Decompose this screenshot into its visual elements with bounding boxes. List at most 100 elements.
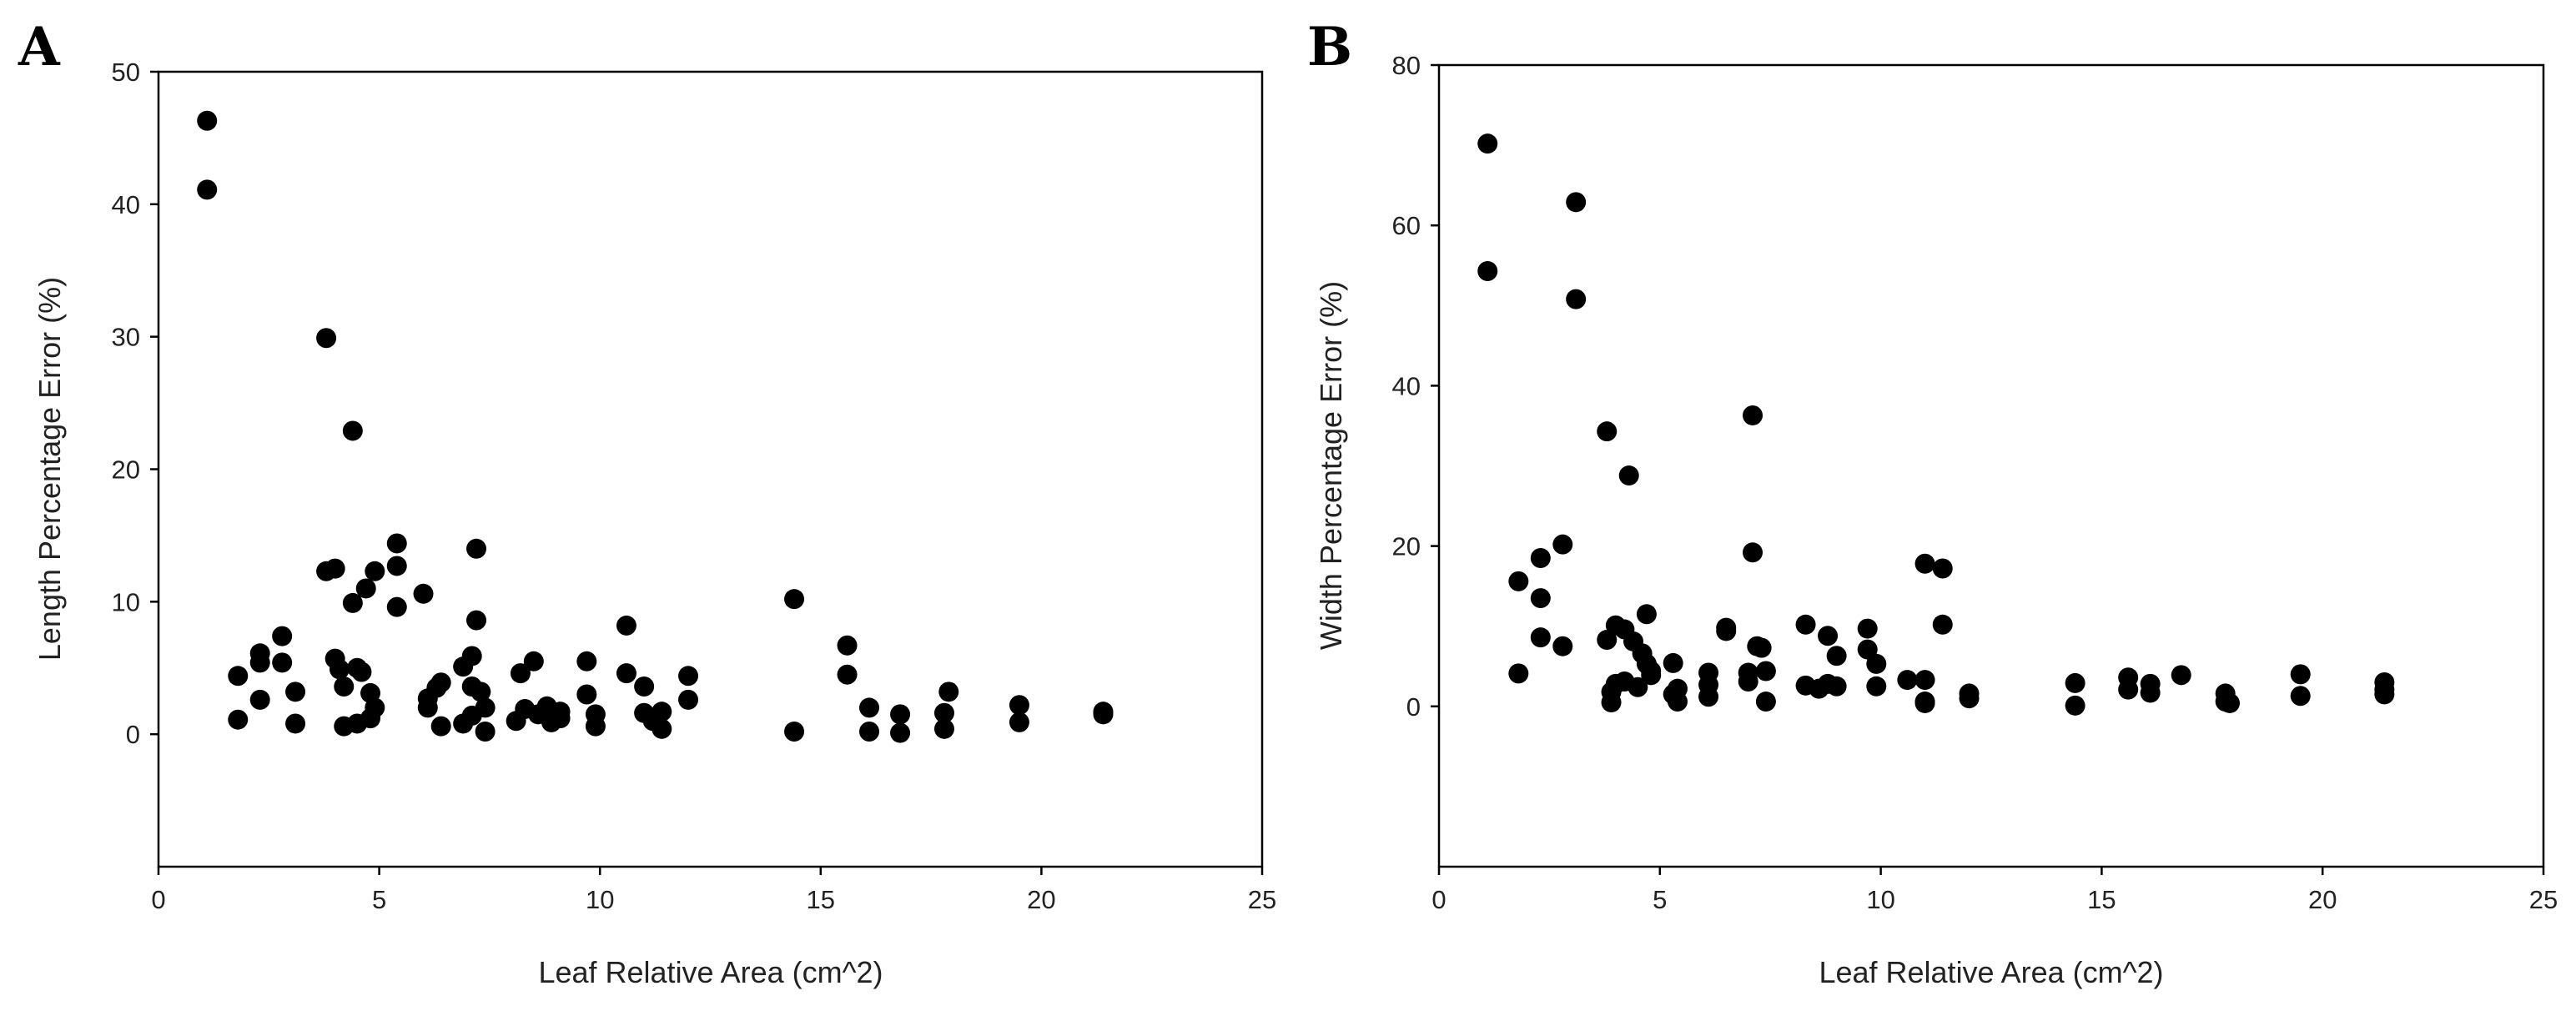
x-tick-label: 5 xyxy=(1653,885,1667,914)
data-point xyxy=(2171,665,2191,686)
data-point xyxy=(461,646,482,666)
data-point xyxy=(466,610,487,631)
data-point xyxy=(1826,676,1847,697)
y-tick-label: 40 xyxy=(1392,371,1421,400)
x-axis-title-b: Leaf Relative Area (cm^2) xyxy=(1819,955,2163,989)
data-point xyxy=(859,721,880,742)
data-point xyxy=(475,721,496,742)
data-point xyxy=(1009,695,1029,716)
data-point xyxy=(1597,630,1618,651)
x-tick-label: 15 xyxy=(2087,885,2116,914)
data-point xyxy=(355,578,376,599)
y-tick-label: 0 xyxy=(126,720,140,749)
data-point xyxy=(351,661,372,682)
data-point xyxy=(1932,558,1953,579)
data-point xyxy=(1530,548,1551,569)
data-point xyxy=(1743,405,1763,425)
x-tick-label: 25 xyxy=(1248,885,1276,914)
data-point xyxy=(1818,626,1839,646)
data-point xyxy=(197,110,218,131)
data-point xyxy=(859,697,880,718)
data-point xyxy=(510,663,531,684)
y-tick-label: 10 xyxy=(112,587,140,616)
data-point xyxy=(417,697,438,718)
data-point xyxy=(413,583,434,604)
y-tick-label: 20 xyxy=(1392,532,1421,561)
data-point xyxy=(1866,676,1887,697)
data-point xyxy=(784,589,805,610)
data-point xyxy=(1914,553,1935,574)
data-point xyxy=(325,558,345,579)
data-point xyxy=(316,328,337,349)
data-point xyxy=(1857,618,1878,639)
data-point xyxy=(1716,621,1737,641)
data-point xyxy=(1755,692,1776,712)
data-point xyxy=(1755,661,1776,682)
data-point xyxy=(228,666,249,687)
data-point xyxy=(837,635,858,656)
data-point xyxy=(890,722,911,743)
data-point xyxy=(342,420,363,441)
x-tick-label: 15 xyxy=(807,885,835,914)
plot-frame-a xyxy=(157,70,1264,868)
y-axis-title-a: Length Percentage Error (%) xyxy=(33,277,67,661)
data-point xyxy=(249,689,270,710)
data-point xyxy=(475,697,496,718)
data-point xyxy=(1667,692,1688,712)
data-point xyxy=(470,682,491,702)
panel-label-a: A xyxy=(18,16,61,78)
data-point xyxy=(272,652,293,673)
data-point xyxy=(1566,192,1587,213)
plot-frame-b xyxy=(1437,63,2545,868)
data-point xyxy=(678,666,699,687)
data-point xyxy=(386,596,407,617)
data-point xyxy=(1826,646,1847,666)
x-tick-label: 0 xyxy=(1431,885,1446,914)
x-tick-label: 20 xyxy=(1027,885,1055,914)
data-point xyxy=(1508,571,1529,591)
y-tick-label: 0 xyxy=(1406,692,1421,722)
data-point xyxy=(2290,664,2311,685)
data-point xyxy=(228,709,249,730)
data-point xyxy=(652,702,672,722)
data-point xyxy=(933,718,954,739)
data-point xyxy=(1636,604,1657,625)
data-point xyxy=(616,663,636,684)
x-tick-label: 25 xyxy=(2529,885,2558,914)
scatter-points-a xyxy=(197,110,1114,743)
data-point xyxy=(1508,663,1529,684)
data-point xyxy=(837,664,858,685)
y-tick-label: 80 xyxy=(1392,51,1421,80)
y-tick-label: 60 xyxy=(1392,211,1421,240)
data-point xyxy=(1618,465,1639,486)
x-tick-label: 20 xyxy=(2308,885,2337,914)
data-point xyxy=(386,533,407,554)
data-point xyxy=(2065,695,2085,716)
data-point xyxy=(342,592,363,613)
data-point xyxy=(585,716,606,737)
data-point xyxy=(272,626,293,646)
y-tick-label: 20 xyxy=(112,455,140,485)
data-point xyxy=(1477,133,1498,154)
x-tick-label: 5 xyxy=(372,885,386,914)
data-point xyxy=(2219,692,2240,713)
data-point xyxy=(1601,692,1622,712)
data-point xyxy=(1914,692,1935,713)
x-tick-label: 10 xyxy=(1866,885,1894,914)
scatter-points-b xyxy=(1477,133,2395,716)
data-point xyxy=(1932,614,1953,635)
data-point xyxy=(1566,289,1587,309)
data-point xyxy=(365,561,385,581)
panel-a-scatter-chart: A 0 5 10 15 20 25 0 10 20 30 40 50 Leaf Relative Ar… xyxy=(18,16,1276,989)
data-point xyxy=(1641,665,1662,686)
data-point xyxy=(1743,542,1763,563)
data-point xyxy=(1552,534,1573,555)
data-point xyxy=(784,721,805,742)
data-point xyxy=(430,672,451,693)
x-axis-title-a: Leaf Relative Area (cm^2) xyxy=(538,955,883,989)
data-point xyxy=(1959,688,1980,709)
axis-ticks-a: 0 5 10 15 20 25 0 10 20 30 40 50 xyxy=(112,58,1277,914)
data-point xyxy=(2374,684,2395,705)
data-point xyxy=(430,716,451,737)
data-point xyxy=(1530,588,1551,609)
